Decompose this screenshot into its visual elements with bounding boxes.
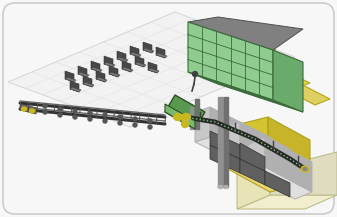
Polygon shape bbox=[78, 66, 87, 77]
Polygon shape bbox=[188, 72, 303, 112]
Polygon shape bbox=[265, 137, 312, 192]
Circle shape bbox=[43, 110, 47, 114]
Bar bbox=[218, 97, 223, 187]
Polygon shape bbox=[143, 42, 152, 53]
Polygon shape bbox=[195, 137, 270, 172]
Ellipse shape bbox=[224, 186, 228, 189]
Polygon shape bbox=[248, 167, 312, 199]
Polygon shape bbox=[268, 117, 310, 182]
Bar bbox=[190, 107, 193, 129]
Polygon shape bbox=[270, 152, 337, 195]
Polygon shape bbox=[78, 72, 89, 77]
Polygon shape bbox=[83, 76, 92, 87]
Polygon shape bbox=[248, 137, 265, 175]
Polygon shape bbox=[165, 95, 205, 129]
Polygon shape bbox=[65, 77, 76, 82]
Ellipse shape bbox=[22, 107, 27, 111]
Circle shape bbox=[58, 107, 62, 111]
Polygon shape bbox=[96, 71, 105, 82]
Polygon shape bbox=[228, 159, 310, 192]
Bar bbox=[195, 99, 199, 129]
Ellipse shape bbox=[30, 109, 34, 113]
Circle shape bbox=[118, 121, 122, 125]
Polygon shape bbox=[148, 62, 157, 73]
Circle shape bbox=[43, 104, 47, 108]
Polygon shape bbox=[70, 81, 79, 92]
Bar bbox=[224, 97, 228, 187]
Circle shape bbox=[73, 109, 77, 113]
Polygon shape bbox=[260, 47, 275, 72]
Ellipse shape bbox=[182, 113, 190, 120]
Ellipse shape bbox=[218, 186, 223, 189]
Circle shape bbox=[58, 113, 62, 117]
Polygon shape bbox=[265, 171, 290, 197]
Polygon shape bbox=[156, 47, 165, 58]
Polygon shape bbox=[156, 53, 167, 58]
Polygon shape bbox=[188, 17, 303, 50]
Circle shape bbox=[133, 123, 137, 127]
Polygon shape bbox=[135, 62, 146, 67]
Polygon shape bbox=[143, 48, 154, 53]
FancyBboxPatch shape bbox=[3, 3, 334, 214]
Circle shape bbox=[88, 117, 92, 121]
Polygon shape bbox=[8, 12, 295, 127]
Circle shape bbox=[192, 71, 197, 77]
Polygon shape bbox=[104, 62, 115, 67]
Polygon shape bbox=[122, 67, 133, 72]
Circle shape bbox=[148, 125, 152, 129]
Circle shape bbox=[73, 115, 77, 119]
Polygon shape bbox=[109, 66, 118, 77]
Polygon shape bbox=[220, 152, 290, 185]
Polygon shape bbox=[117, 51, 126, 62]
Polygon shape bbox=[117, 57, 128, 62]
Polygon shape bbox=[148, 68, 159, 73]
Circle shape bbox=[103, 113, 107, 117]
Polygon shape bbox=[280, 62, 295, 87]
Polygon shape bbox=[195, 107, 210, 142]
Polygon shape bbox=[91, 67, 102, 72]
Ellipse shape bbox=[174, 113, 183, 120]
Polygon shape bbox=[240, 143, 265, 171]
Polygon shape bbox=[65, 71, 74, 82]
Polygon shape bbox=[237, 195, 337, 209]
Polygon shape bbox=[237, 149, 270, 209]
Polygon shape bbox=[228, 117, 268, 169]
Polygon shape bbox=[240, 159, 265, 185]
Polygon shape bbox=[130, 46, 139, 57]
Polygon shape bbox=[165, 104, 195, 129]
Polygon shape bbox=[210, 131, 240, 159]
Polygon shape bbox=[28, 106, 37, 114]
Circle shape bbox=[103, 119, 107, 123]
Ellipse shape bbox=[301, 166, 309, 172]
Circle shape bbox=[182, 120, 188, 128]
Polygon shape bbox=[260, 66, 310, 89]
Polygon shape bbox=[83, 82, 94, 87]
Polygon shape bbox=[109, 72, 120, 77]
Polygon shape bbox=[273, 50, 303, 112]
Circle shape bbox=[148, 119, 152, 123]
Polygon shape bbox=[135, 56, 144, 67]
Polygon shape bbox=[188, 22, 273, 100]
Polygon shape bbox=[280, 81, 330, 105]
Polygon shape bbox=[122, 61, 131, 72]
Polygon shape bbox=[240, 122, 290, 179]
Polygon shape bbox=[96, 77, 107, 82]
Polygon shape bbox=[91, 61, 100, 72]
Polygon shape bbox=[20, 104, 29, 112]
Circle shape bbox=[88, 111, 92, 115]
Polygon shape bbox=[130, 52, 141, 57]
Polygon shape bbox=[220, 122, 240, 159]
Circle shape bbox=[118, 115, 122, 119]
Polygon shape bbox=[210, 107, 270, 167]
Polygon shape bbox=[104, 56, 113, 67]
Polygon shape bbox=[70, 87, 81, 92]
Circle shape bbox=[133, 117, 137, 121]
Ellipse shape bbox=[303, 168, 307, 171]
Polygon shape bbox=[210, 145, 240, 173]
